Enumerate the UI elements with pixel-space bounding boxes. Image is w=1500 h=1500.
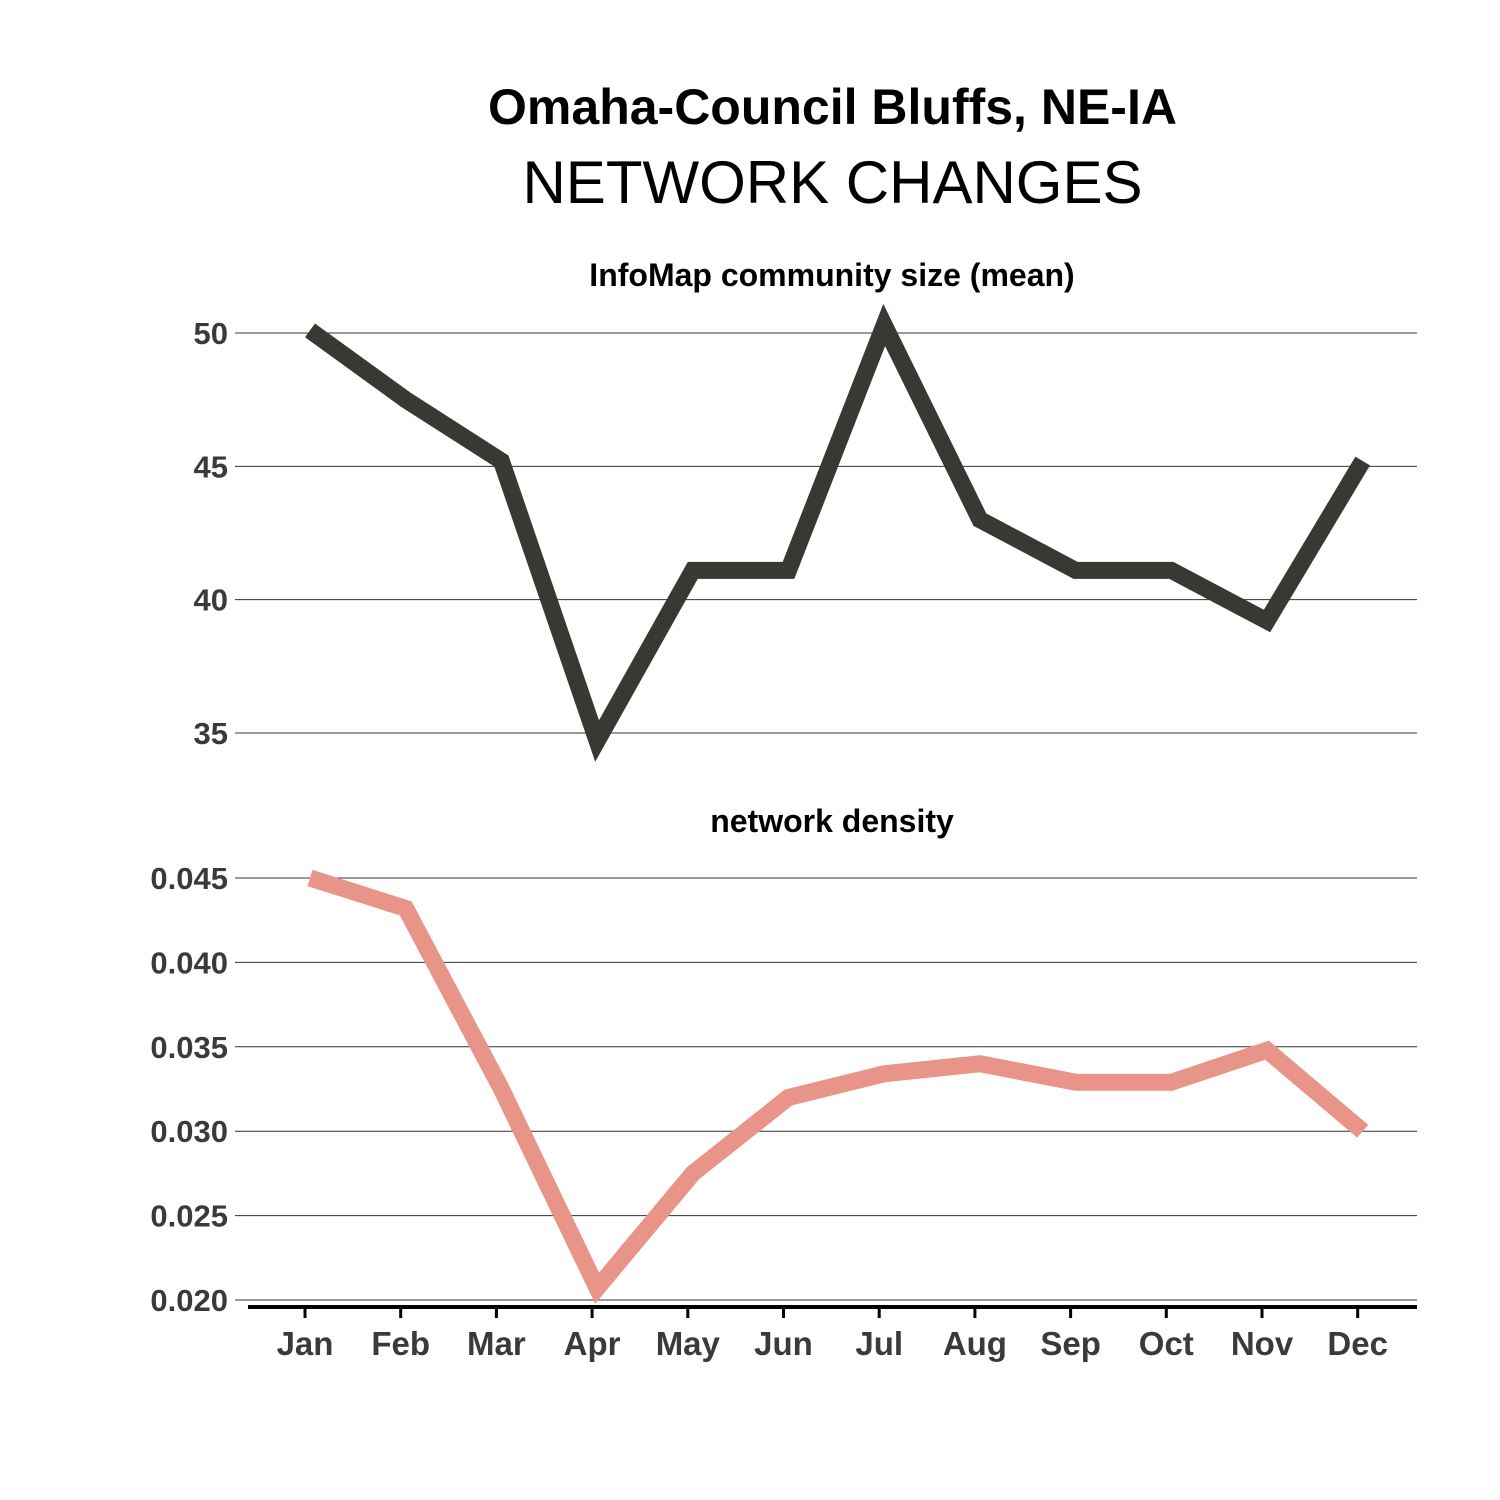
x-tick-label: Apr	[564, 1325, 621, 1362]
y-tick-label: 0.040	[150, 945, 228, 980]
x-tick-label: Mar	[467, 1325, 526, 1362]
x-tick-label: Oct	[1139, 1325, 1194, 1362]
x-axis: Jan Feb Mar Apr May Jun Jul Aug Sep Oct Nov Dec	[248, 1305, 1417, 1362]
x-tick-label: May	[656, 1325, 721, 1362]
panel-1: InfoMap community size (mean) 35 40 45 50	[194, 257, 1417, 762]
y-tick-label: 40	[194, 583, 228, 618]
y-tick-label: 0.035	[150, 1030, 228, 1065]
x-tick-label: Aug	[943, 1325, 1007, 1362]
series-line	[307, 869, 1369, 1304]
x-tick-label: Jun	[754, 1325, 813, 1362]
series-line	[305, 303, 1370, 762]
x-tick-label: Feb	[371, 1325, 430, 1362]
panel-title: network density	[710, 803, 954, 839]
chart-title: Omaha-Council Bluffs, NE-IA	[488, 79, 1177, 135]
chart-subtitle: NETWORK CHANGES	[522, 149, 1143, 216]
y-tick-label: 0.025	[150, 1199, 228, 1234]
x-tick-label: Jan	[277, 1325, 334, 1362]
x-tick-label: Nov	[1231, 1325, 1294, 1362]
x-tick-label: Sep	[1040, 1325, 1101, 1362]
x-tick-label: Jul	[855, 1325, 903, 1362]
x-tick-label: Dec	[1327, 1325, 1388, 1362]
y-tick-label: 0.020	[150, 1283, 228, 1318]
panel-2: network density 0.020 0.025 0.030 0.035 0.040…	[150, 803, 1417, 1318]
y-tick-label: 35	[194, 716, 228, 751]
y-tick-label: 0.045	[150, 861, 228, 896]
y-tick-label: 0.030	[150, 1114, 228, 1149]
y-tick-label: 45	[194, 449, 228, 484]
panel-title: InfoMap community size (mean)	[589, 257, 1074, 293]
y-tick-label: 50	[194, 316, 228, 351]
